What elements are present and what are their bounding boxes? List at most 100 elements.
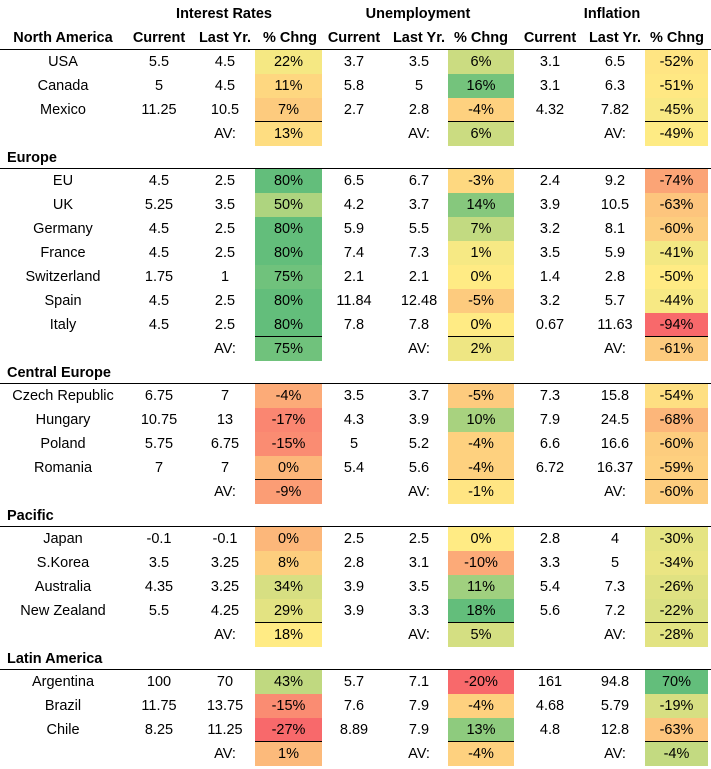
pct-change-cell: -4% — [255, 384, 322, 408]
pct-change-cell: -27% — [255, 718, 322, 742]
average-cell: 2% — [448, 337, 514, 361]
rule-line — [448, 622, 514, 623]
value-cell: 2.1 — [408, 268, 430, 285]
pct-change-cell: 7% — [255, 98, 322, 122]
value-cell: 4.32 — [535, 101, 565, 118]
value-cell: 5.7 — [343, 673, 365, 690]
average-cell: -1% — [448, 480, 514, 504]
value-cell: 2.5 — [214, 244, 236, 261]
average-cell: 13% — [255, 122, 322, 146]
value-cell: 2.8 — [604, 268, 626, 285]
average-cell: 1% — [255, 742, 322, 766]
value-cell: 5.79 — [600, 697, 630, 714]
value-cell: 5 — [610, 554, 620, 571]
pct-change-cell: -4% — [448, 694, 514, 718]
value-cell: 10.5 — [600, 196, 630, 213]
average-cell: -4% — [645, 742, 708, 766]
value-cell: 9.2 — [604, 172, 626, 189]
country-label: Poland — [40, 435, 86, 452]
value-cell: 8.89 — [339, 721, 369, 738]
value-cell: 4.8 — [539, 721, 561, 738]
pct-change-cell: 80% — [255, 169, 322, 193]
column-header: Last Yr. — [198, 29, 252, 46]
value-cell: 2.5 — [408, 530, 430, 547]
pct-change-cell: -3% — [448, 169, 514, 193]
value-cell: 5.75 — [144, 435, 174, 452]
rule-line — [448, 336, 514, 337]
value-cell: 1.4 — [539, 268, 561, 285]
value-cell: 6.5 — [343, 172, 365, 189]
pct-change-cell: 0% — [448, 527, 514, 551]
pct-change-cell: 80% — [255, 313, 322, 337]
pct-change-cell: -44% — [645, 289, 708, 313]
country-label: Switzerland — [25, 268, 101, 285]
country-label: S.Korea — [36, 554, 90, 571]
value-cell: 6.7 — [408, 172, 430, 189]
rule-line — [255, 479, 322, 480]
value-cell: 7.3 — [408, 244, 430, 261]
column-header: Current — [327, 29, 381, 46]
country-label: EU — [52, 172, 74, 189]
value-cell: 4.35 — [144, 578, 174, 595]
pct-change-cell: -26% — [645, 575, 708, 599]
country-label: Japan — [43, 530, 83, 547]
pct-change-cell: -15% — [255, 694, 322, 718]
pct-change-cell: -19% — [645, 694, 708, 718]
value-cell: 7.3 — [604, 578, 626, 595]
value-cell: 2.7 — [343, 101, 365, 118]
average-cell: -49% — [645, 122, 708, 146]
country-label: USA — [48, 53, 78, 70]
value-cell: 4.5 — [148, 292, 170, 309]
average-cell: -4% — [448, 742, 514, 766]
pct-change-cell: -41% — [645, 241, 708, 265]
country-label: Italy — [49, 316, 77, 333]
value-cell: 13 — [216, 411, 234, 428]
value-cell: 3.1 — [539, 53, 561, 70]
rule-line — [255, 741, 322, 742]
country-label: Czech Republic — [12, 387, 114, 404]
value-cell: 10.75 — [140, 411, 178, 428]
rule-line — [645, 479, 708, 480]
value-cell: 2.8 — [343, 554, 365, 571]
value-cell: 6.3 — [604, 77, 626, 94]
value-cell: 7.8 — [343, 316, 365, 333]
average-cell: -28% — [645, 623, 708, 647]
value-cell: 4.5 — [148, 316, 170, 333]
pct-change-cell: 7% — [448, 217, 514, 241]
value-cell: 5.9 — [343, 220, 365, 237]
value-cell: 6.6 — [539, 435, 561, 452]
column-header: % Chng — [263, 29, 317, 46]
value-cell: 3.5 — [343, 387, 365, 404]
value-cell: 3.25 — [210, 554, 240, 571]
value-cell: 7 — [220, 459, 230, 476]
value-cell: 7.4 — [343, 244, 365, 261]
value-cell: 3.2 — [539, 220, 561, 237]
average-label: AV: — [604, 745, 626, 762]
value-cell: 5.5 — [148, 53, 170, 70]
value-cell: 5.6 — [539, 602, 561, 619]
value-cell: 5.7 — [604, 292, 626, 309]
value-cell: 3.9 — [408, 411, 430, 428]
rule-line — [645, 741, 708, 742]
average-cell: 5% — [448, 623, 514, 647]
value-cell: 24.5 — [600, 411, 630, 428]
value-cell: 2.5 — [214, 172, 236, 189]
value-cell: 5 — [414, 77, 424, 94]
rule-line — [0, 49, 711, 50]
value-cell: 3.1 — [408, 554, 430, 571]
value-cell: 3.5 — [408, 53, 430, 70]
average-label: AV: — [604, 483, 626, 500]
value-cell: 4.5 — [214, 77, 236, 94]
pct-change-cell: 1% — [448, 241, 514, 265]
region-title: Pacific — [7, 507, 54, 524]
country-label: France — [40, 244, 86, 261]
pct-change-cell: 11% — [448, 575, 514, 599]
average-cell: -9% — [255, 480, 322, 504]
rule-line — [448, 121, 514, 122]
pct-change-cell: -20% — [448, 670, 514, 694]
pct-change-cell: 34% — [255, 575, 322, 599]
country-label: Chile — [46, 721, 80, 738]
pct-change-cell: -5% — [448, 384, 514, 408]
column-header: % Chng — [650, 29, 704, 46]
